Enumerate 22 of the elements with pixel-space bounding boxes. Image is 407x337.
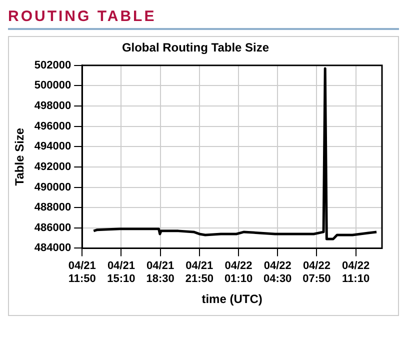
x-tick-label: 04/22 11:10 bbox=[342, 260, 370, 286]
y-tick-label: 490000 bbox=[34, 181, 72, 194]
x-axis-title: time (UTC) bbox=[202, 292, 262, 306]
x-tick-label: 04/22 01:10 bbox=[224, 260, 253, 286]
y-tick-label: 494000 bbox=[34, 140, 72, 153]
y-tick-label: 502000 bbox=[34, 59, 72, 72]
x-tick-label: 04/22 04:30 bbox=[264, 260, 292, 286]
y-axis-title: Table Size bbox=[12, 128, 27, 186]
y-tick-label: 484000 bbox=[34, 242, 72, 254]
y-tick-label: 492000 bbox=[34, 160, 72, 173]
x-tick-label: 04/22 07:50 bbox=[302, 260, 331, 286]
y-tick-label: 500000 bbox=[34, 80, 72, 92]
chart-subtitle: Global Routing Table Size bbox=[122, 40, 270, 55]
y-tick-label: 498000 bbox=[34, 100, 72, 112]
y-tick-label: 488000 bbox=[34, 202, 72, 214]
x-tick-label: 04/21 21:50 bbox=[185, 260, 214, 286]
x-tick-label: 04/21 18:30 bbox=[146, 260, 174, 286]
x-tick-label: 04/21 11:50 bbox=[68, 260, 96, 286]
y-tick-label: 486000 bbox=[34, 222, 72, 234]
x-tick-label: 04/21 15:10 bbox=[107, 260, 136, 286]
chart-title: ROUTING TABLE bbox=[8, 8, 399, 30]
y-tick-label: 496000 bbox=[34, 120, 72, 132]
